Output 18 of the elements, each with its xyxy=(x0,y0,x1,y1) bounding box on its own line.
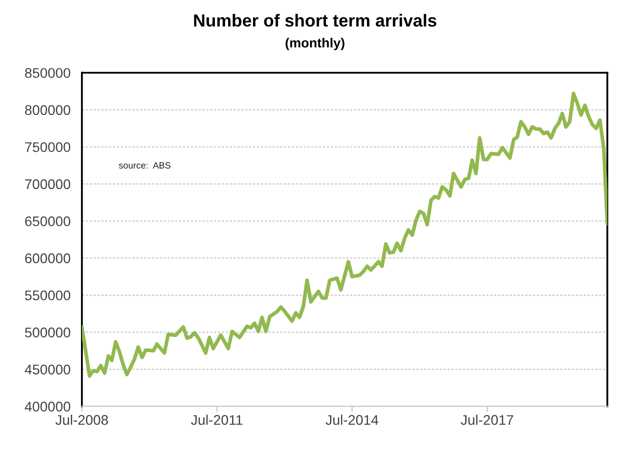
y-tick-label: 400000 xyxy=(24,402,70,412)
chart-subtitle: (monthly) xyxy=(286,38,344,50)
chart-title: Number of short term arrivals xyxy=(194,14,436,27)
y-tick-label: 850000 xyxy=(25,68,70,78)
x-tick-label: Jul-2008 xyxy=(55,414,108,425)
y-tick-label: 750000 xyxy=(25,142,70,152)
x-tick-label: Jul-2017 xyxy=(460,414,514,425)
line-series xyxy=(82,92,608,378)
y-tick-label: 500000 xyxy=(25,328,70,338)
y-tick-label: 450000 xyxy=(24,364,70,374)
y-tick-label: 600000 xyxy=(25,253,70,264)
x-tick-label: Jul-2014 xyxy=(326,414,378,425)
x-tick-label: Jul-2011 xyxy=(191,414,242,425)
annotation: source: ABS xyxy=(118,162,170,169)
y-tick-label: 550000 xyxy=(25,290,70,300)
y-tick-label: 700000 xyxy=(25,179,70,190)
y-tick-label: 650000 xyxy=(25,216,70,226)
y-tick-label: 800000 xyxy=(25,105,70,115)
